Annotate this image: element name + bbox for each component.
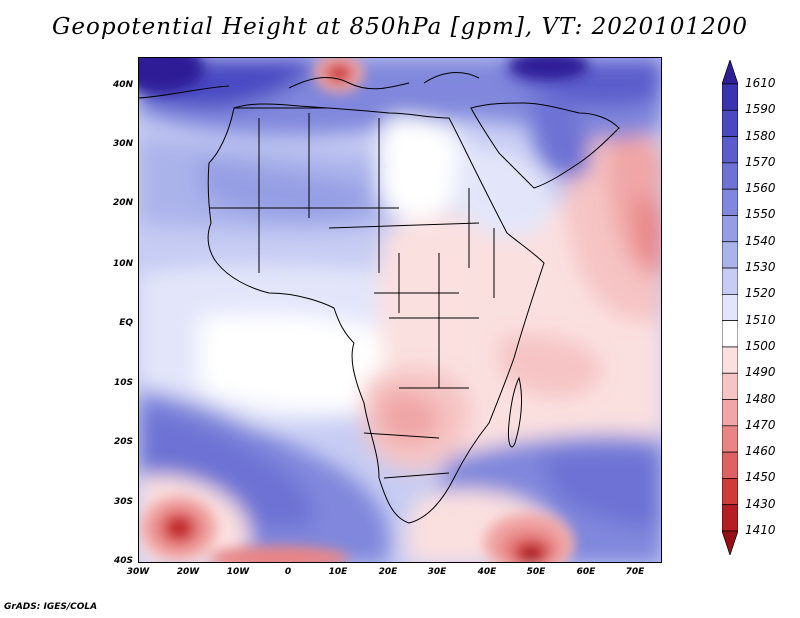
lon-label-10e: 10E [328, 567, 348, 577]
lon-label-40e: 40E [477, 567, 497, 577]
geopotential-field [139, 58, 661, 562]
colorbar-swatch [722, 478, 738, 506]
map-panel [138, 57, 662, 563]
colorbar-cap-top [722, 60, 738, 85]
lon-label-20e: 20E [378, 567, 398, 577]
colorbar-label: 1460 [745, 444, 776, 459]
colorbar-swatch [722, 267, 738, 295]
colorbar-swatch [722, 399, 738, 427]
colorbar-swatch [722, 215, 738, 243]
colorbar-label: 1610 [745, 76, 776, 90]
colorbar-label: 1560 [745, 181, 776, 196]
colorbar-label: 1530 [745, 260, 776, 275]
colorbar [722, 60, 738, 555]
lon-label-20w: 20W [176, 567, 200, 577]
lon-label-50e: 50E [526, 567, 546, 577]
colorbar-swatch [722, 320, 738, 348]
colorbar-label: 1500 [745, 338, 776, 353]
colorbar-label: 1520 [745, 286, 776, 301]
colorbar-swatch [722, 136, 738, 164]
colorbar-swatch [722, 83, 738, 111]
colorbar-label: 1490 [745, 365, 776, 380]
colorbar-label: 1570 [745, 154, 776, 169]
colorbar-swatch [722, 162, 738, 190]
lon-label-70e: 70E [625, 567, 645, 577]
colorbar-swatch [722, 109, 738, 137]
colorbar-label: 1580 [745, 128, 776, 143]
lon-label-10w: 10W [226, 567, 250, 577]
colorbar-label: 1510 [745, 312, 776, 327]
colorbar-swatch [722, 504, 738, 532]
lat-label-30n: 30N [112, 139, 133, 149]
lon-label-30e: 30E [427, 567, 447, 577]
height-extremes [139, 58, 589, 562]
colorbar-cap-bottom [722, 530, 738, 555]
colorbar-label: 1480 [745, 391, 776, 406]
colorbar-swatch [722, 346, 738, 374]
colorbar-label: 1550 [745, 207, 776, 222]
coastlines [139, 72, 620, 524]
colorbar-label: 1410 [745, 523, 776, 537]
lat-label-20s: 20S [113, 437, 133, 447]
lon-label-30w: 30W [126, 567, 150, 577]
colorbar-swatch [722, 241, 738, 269]
lat-label-eq: EQ [119, 318, 133, 328]
colorbar-label: 1430 [745, 496, 776, 511]
colorbar-label: 1590 [745, 102, 776, 117]
colorbar-swatch [722, 188, 738, 216]
colorbar-swatch [722, 451, 738, 479]
colorbar-swatch [722, 372, 738, 400]
lat-label-30s: 30S [113, 497, 133, 507]
colorbar-swatch [722, 425, 738, 453]
grads-credit: GrADS: IGES/COLA [4, 602, 98, 612]
lon-label-60e: 60E [576, 567, 596, 577]
colorbar-swatch [722, 294, 738, 321]
colorbar-label: 1470 [745, 417, 776, 432]
lat-label-20n: 20N [112, 198, 133, 208]
lon-label-0: 0 [284, 567, 292, 577]
lat-label-10s: 10S [113, 378, 133, 388]
lat-label-40s: 40S [113, 556, 133, 566]
colorbar-label: 1540 [745, 233, 776, 248]
lat-label-10n: 10N [112, 259, 133, 269]
colorbar-label: 1450 [745, 470, 776, 485]
map-title: Geopotential Height at 850hPa [gpm], VT:… [52, 14, 748, 40]
lat-label-40n: 40N [112, 80, 133, 90]
